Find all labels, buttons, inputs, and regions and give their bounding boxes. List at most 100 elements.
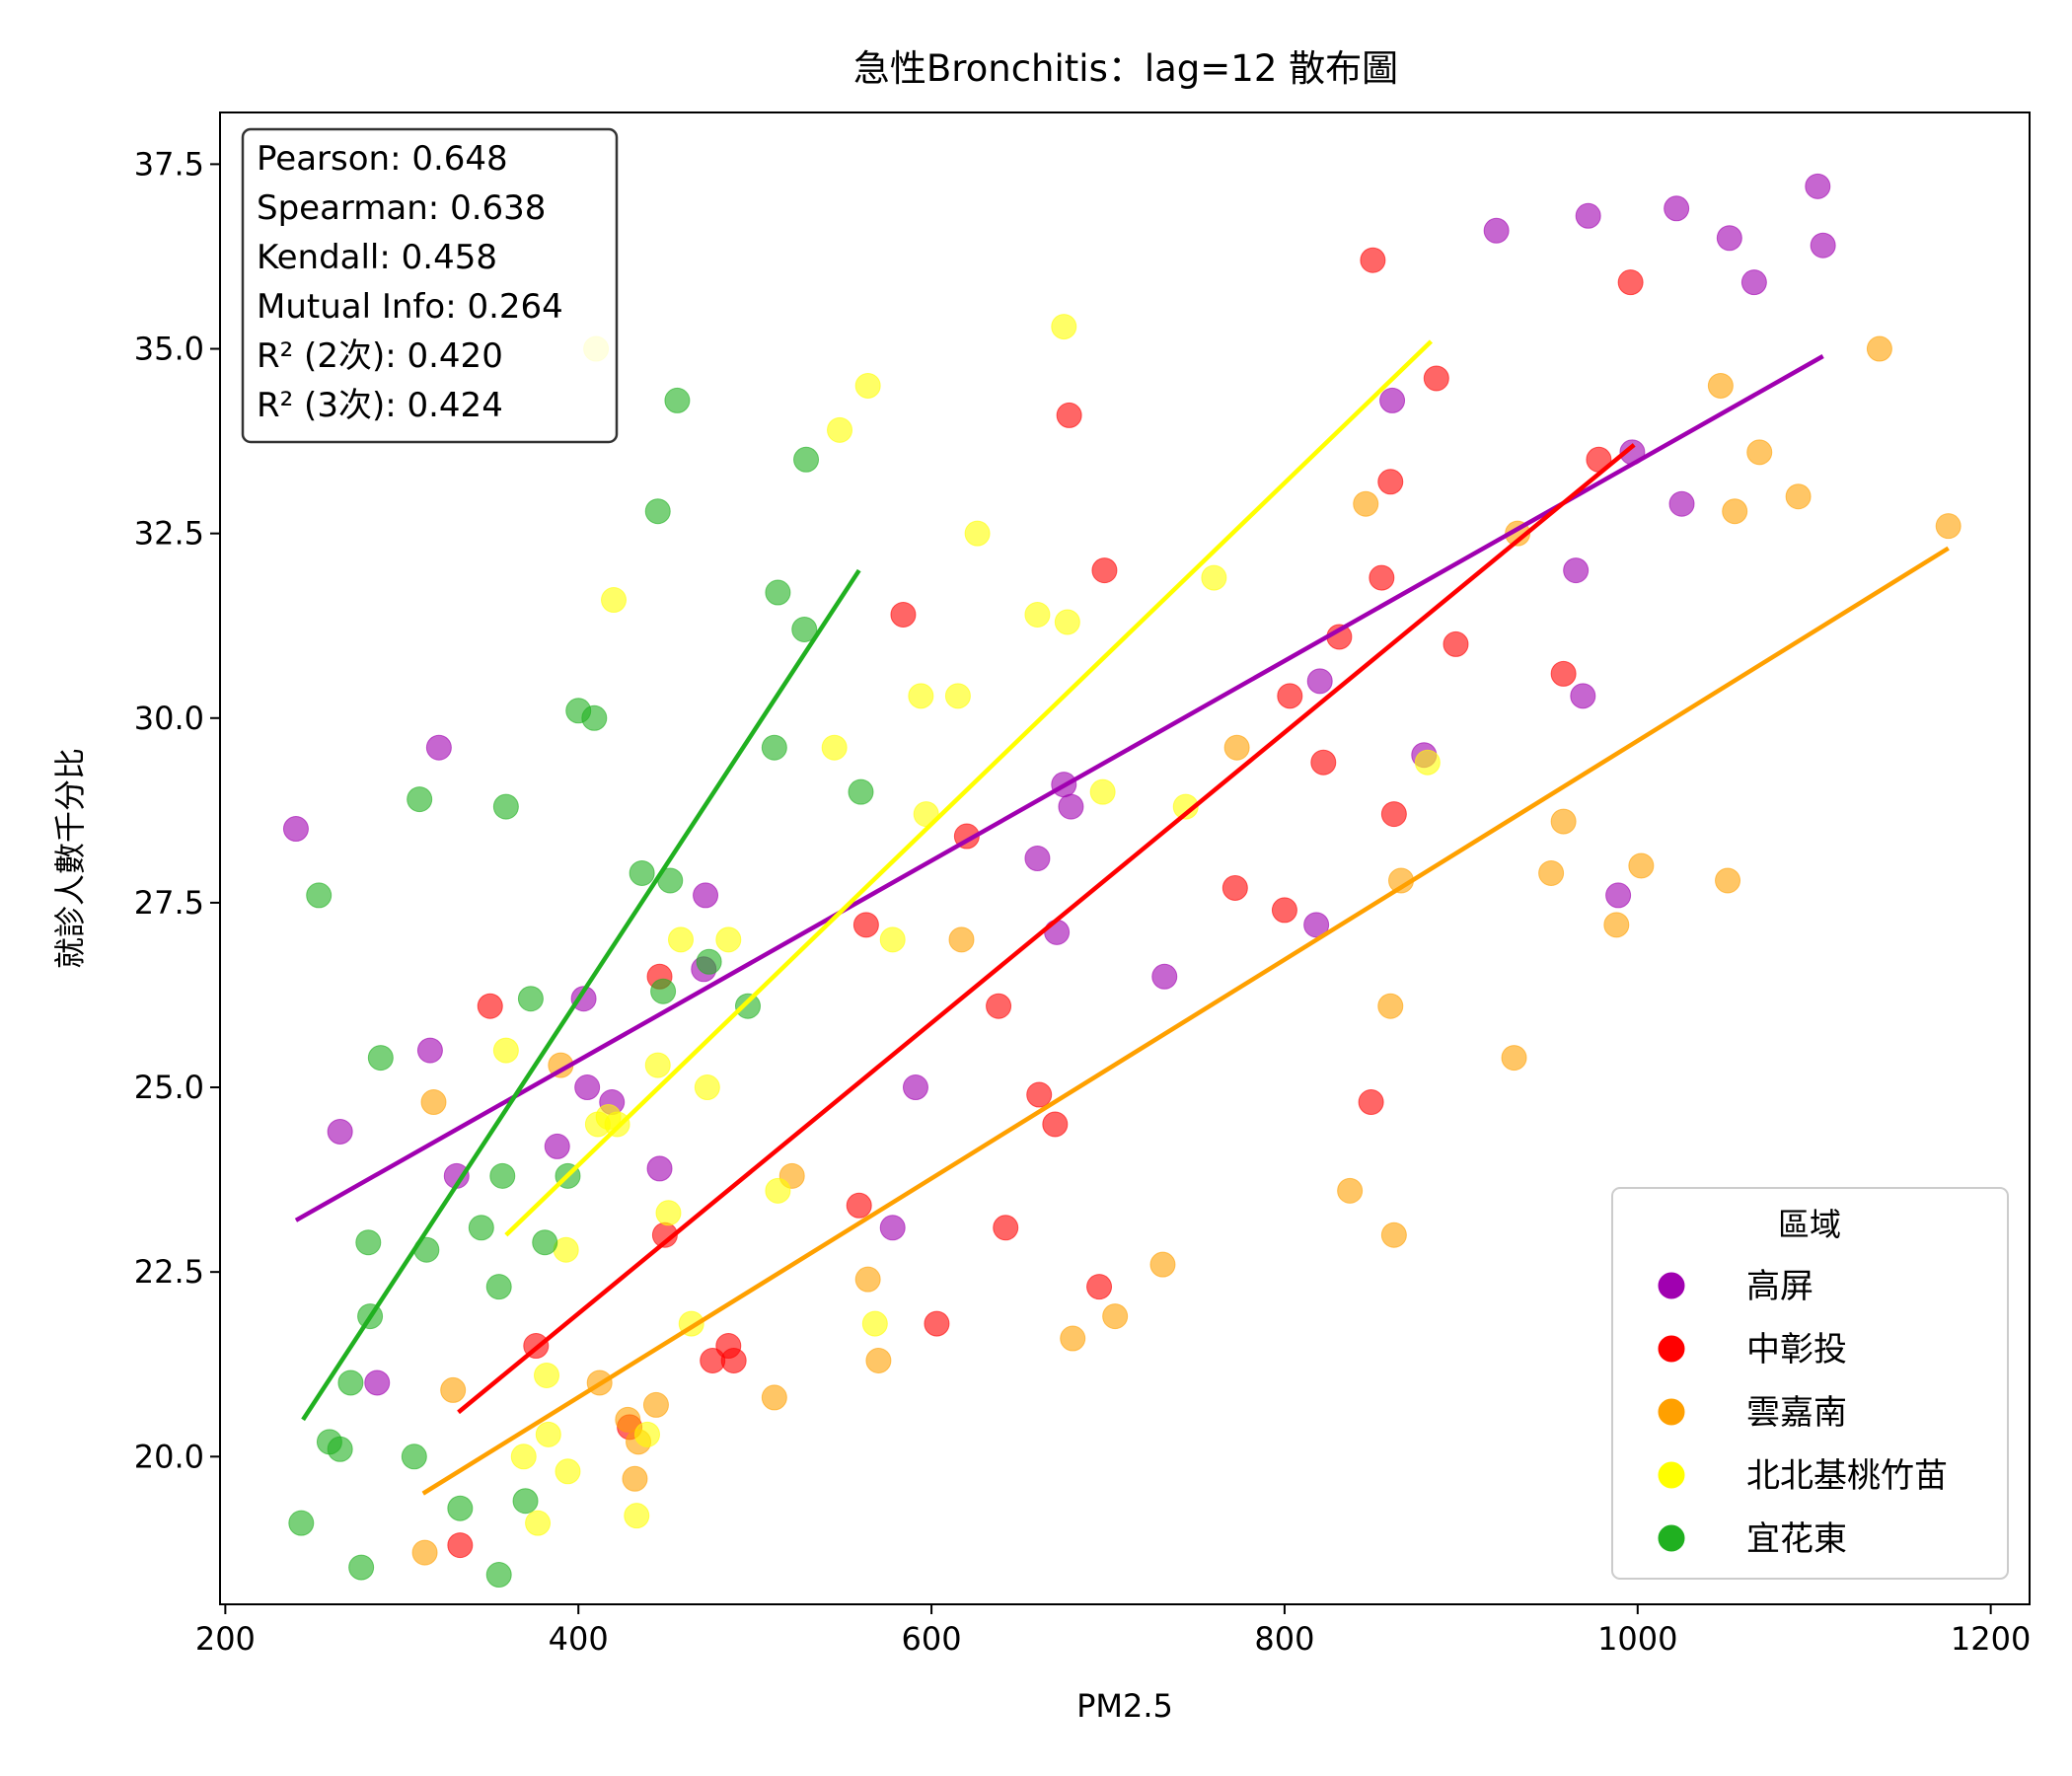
point-series-4-13 xyxy=(624,1503,650,1529)
point-series-5-27 xyxy=(650,978,677,1004)
point-series-1-4 xyxy=(416,1037,443,1064)
point-series-1-7 xyxy=(570,986,597,1012)
fit-line-series-4 xyxy=(504,339,1434,1237)
y-tick-label-35: 35.0 xyxy=(134,331,204,368)
y-tick-label-25: 25.0 xyxy=(134,1069,204,1106)
point-series-5-29 xyxy=(664,387,691,413)
point-series-1-34 xyxy=(1740,269,1767,296)
point-series-4-23 xyxy=(827,416,853,443)
point-series-2-16 xyxy=(993,1215,1019,1241)
point-series-5-17 xyxy=(489,1162,516,1189)
point-series-4-24 xyxy=(854,372,881,399)
point-series-3-29 xyxy=(1628,852,1655,879)
point-series-5-33 xyxy=(765,579,791,606)
point-series-5-18 xyxy=(492,793,519,820)
point-series-4-12 xyxy=(604,1111,630,1138)
point-series-2-9 xyxy=(720,1347,747,1373)
point-series-1-32 xyxy=(1668,490,1695,517)
point-series-1-23 xyxy=(1379,387,1406,413)
legend-marker-series-4 xyxy=(1658,1461,1685,1489)
point-series-2-12 xyxy=(890,601,917,628)
x-tick-label-400: 400 xyxy=(549,1620,609,1658)
stats-mutual-info: Mutual Info: 0.264 xyxy=(257,287,563,327)
y-tick-label-22.5: 22.5 xyxy=(134,1253,204,1291)
point-series-1-19 xyxy=(1058,793,1084,820)
legend-label-series-5: 宜花東 xyxy=(1746,1519,1847,1559)
point-series-2-10 xyxy=(846,1192,872,1219)
point-series-3-28 xyxy=(1603,912,1630,938)
point-series-2-23 xyxy=(1271,897,1297,924)
point-series-5-19 xyxy=(512,1488,539,1515)
point-series-1-36 xyxy=(1810,232,1836,259)
legend-label-series-3: 雲嘉南 xyxy=(1746,1393,1847,1433)
point-series-5-26 xyxy=(644,498,671,525)
point-series-4-27 xyxy=(908,683,934,709)
point-series-2-15 xyxy=(986,993,1012,1019)
point-series-5-16 xyxy=(485,1274,512,1300)
point-series-3-1 xyxy=(411,1539,438,1566)
point-series-1-14 xyxy=(879,1215,906,1241)
point-series-5-31 xyxy=(734,993,761,1019)
point-series-5-21 xyxy=(532,1229,558,1256)
point-series-4-22 xyxy=(821,734,848,761)
point-series-3-2 xyxy=(420,1089,447,1116)
point-series-5-4 xyxy=(327,1436,353,1462)
series-points-2 xyxy=(447,247,1644,1559)
point-series-3-31 xyxy=(1715,867,1741,894)
point-series-5-13 xyxy=(447,1495,474,1521)
point-series-1-31 xyxy=(1664,195,1690,222)
point-series-5-32 xyxy=(761,734,787,761)
point-series-2-1 xyxy=(447,1532,474,1559)
point-series-3-15 xyxy=(1060,1325,1086,1352)
point-series-3-33 xyxy=(1746,439,1773,466)
point-series-2-17 xyxy=(1026,1081,1053,1108)
point-series-3-24 xyxy=(1501,1045,1527,1072)
point-series-2-11 xyxy=(852,912,879,938)
y-tick-label-30: 30.0 xyxy=(134,700,204,737)
point-series-1-27 xyxy=(1570,683,1596,709)
point-series-2-19 xyxy=(1056,402,1082,428)
point-series-4-14 xyxy=(634,1421,661,1447)
point-series-2-2 xyxy=(477,993,503,1019)
point-series-1-3 xyxy=(364,1369,391,1396)
point-series-5-7 xyxy=(355,1229,382,1256)
point-series-3-9 xyxy=(642,1391,669,1418)
point-series-4-32 xyxy=(1051,314,1077,340)
point-series-2-29 xyxy=(1369,564,1395,591)
point-series-5-15 xyxy=(485,1562,512,1589)
point-series-4-17 xyxy=(667,926,694,953)
point-series-3-10 xyxy=(761,1384,787,1411)
stats-box: Pearson: 0.648 Spearman: 0.638 Kendall: … xyxy=(241,127,619,444)
fit-line-series-2 xyxy=(457,443,1636,1415)
point-series-2-18 xyxy=(1042,1111,1069,1138)
point-series-1-11 xyxy=(646,1155,673,1182)
point-series-2-21 xyxy=(1091,557,1118,584)
point-series-2-27 xyxy=(1358,1089,1384,1116)
point-series-3-34 xyxy=(1785,483,1812,510)
stats-r2-quadratic: R² (2次): 0.420 xyxy=(257,336,503,376)
point-series-1-33 xyxy=(1716,225,1742,252)
y-tick-label-20: 20.0 xyxy=(134,1438,204,1475)
fit-lines xyxy=(294,339,1950,1496)
point-series-5-20 xyxy=(517,986,544,1012)
point-series-2-20 xyxy=(1086,1274,1113,1300)
point-series-1-2 xyxy=(327,1118,353,1145)
point-series-1-9 xyxy=(544,1133,570,1159)
point-series-2-36 xyxy=(1617,269,1644,296)
series-points-1 xyxy=(282,173,1836,1396)
x-tick-label-200: 200 xyxy=(195,1620,256,1658)
x-tick-label-1200: 1200 xyxy=(1951,1620,2031,1658)
point-series-3-20 xyxy=(1353,490,1379,517)
point-series-3-3 xyxy=(440,1376,467,1403)
point-series-2-13 xyxy=(924,1310,950,1337)
point-series-1-21 xyxy=(1303,912,1330,938)
point-series-1-17 xyxy=(1044,919,1071,945)
series-points-5 xyxy=(288,387,874,1589)
point-series-4-31 xyxy=(1024,601,1051,628)
y-axis-label: 就診人數千分比 xyxy=(51,748,89,969)
point-series-3-13 xyxy=(865,1347,892,1373)
y-tick-label-37.5: 37.5 xyxy=(134,145,204,183)
x-tick-label-600: 600 xyxy=(902,1620,962,1658)
point-series-5-5 xyxy=(337,1369,364,1396)
